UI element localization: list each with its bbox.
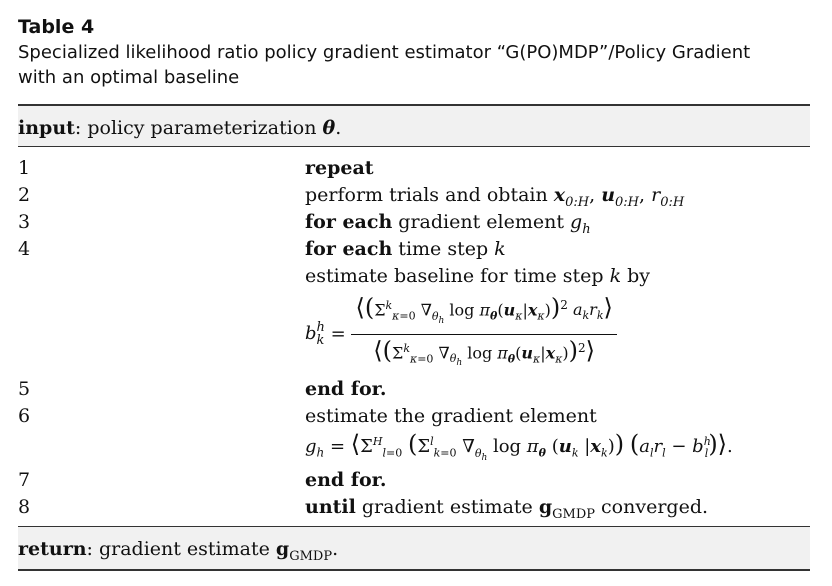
return-rule-top bbox=[18, 526, 810, 527]
input-row: input: policy parameterization θ. bbox=[18, 116, 341, 140]
line-number-3: 3 bbox=[18, 211, 31, 233]
converged-text: converged. bbox=[595, 496, 709, 518]
var-k: k bbox=[494, 238, 506, 260]
baseline-numerator: ⟨(Σkκ=0 ∇θh log πθ(uκ|xκ))2 akrk⟩ bbox=[351, 292, 617, 335]
var-r: r bbox=[651, 184, 661, 206]
line-number-1: 1 bbox=[18, 157, 31, 179]
step-estimate-baseline: estimate baseline for time step k by bbox=[305, 264, 650, 288]
step-end-for-1: end for. bbox=[305, 377, 387, 401]
input-keyword: input bbox=[18, 117, 75, 139]
var-g-sub: h bbox=[582, 222, 591, 237]
return-text: : gradient estimate bbox=[86, 538, 276, 560]
end-for-keyword-1: end for. bbox=[305, 378, 387, 400]
baseline-denominator: ⟨(Σkκ=0 ∇θh log πθ(uκ|xκ))2⟩ bbox=[373, 336, 596, 369]
gmdp-sub: GMDP bbox=[552, 507, 595, 522]
range-x: 0:H bbox=[565, 195, 590, 210]
return-keyword: return bbox=[18, 538, 87, 560]
line-number-7: 7 bbox=[18, 469, 31, 491]
baseline-fraction: ⟨(Σkκ=0 ∇θh log πθ(uκ|xκ))2 akrk⟩ ⟨(Σkκ=… bbox=[351, 292, 617, 376]
step-end-for-2: end for. bbox=[305, 468, 387, 492]
step-estimate-gradient: estimate the gradient element bbox=[305, 404, 597, 428]
return-band bbox=[18, 527, 810, 569]
return-row: return: gradient estimate gGMDP. bbox=[18, 537, 338, 569]
return-sub: GMDP bbox=[289, 549, 333, 564]
lhs-sub: k bbox=[316, 333, 325, 349]
range-u: 0:H bbox=[615, 195, 640, 210]
var-u: u bbox=[601, 184, 616, 206]
step-repeat: repeat bbox=[305, 156, 374, 180]
by-text: by bbox=[621, 265, 651, 287]
estimate-gradient-text: estimate the gradient element bbox=[305, 405, 597, 427]
input-text: : policy parameterization bbox=[74, 117, 323, 139]
time-step-text: time step bbox=[392, 238, 495, 260]
for-each-keyword-2: for each bbox=[305, 238, 393, 260]
baseline-text: estimate baseline for time step bbox=[305, 265, 610, 287]
until-keyword: until bbox=[305, 496, 356, 518]
return-end: . bbox=[332, 538, 339, 560]
table-header: Table 4 Specialized likelihood ratio pol… bbox=[18, 14, 818, 90]
line-number-4: 4 bbox=[18, 238, 31, 260]
gradient-element-text: gradient element bbox=[392, 211, 571, 233]
step-trials: perform trials and obtain x0:H, u0:H, r0… bbox=[305, 184, 685, 210]
caption-line-2: with an optimal baseline bbox=[18, 67, 240, 88]
line-number-6: 6 bbox=[18, 405, 31, 427]
input-end: . bbox=[335, 117, 342, 139]
bottom-rule bbox=[18, 569, 810, 571]
trials-text: perform trials and obtain bbox=[305, 184, 554, 206]
end-for-keyword-2: end for. bbox=[305, 469, 387, 491]
var-x: x bbox=[553, 184, 566, 206]
var-g: g bbox=[570, 211, 583, 233]
caption-line-1: Specialized likelihood ratio policy grad… bbox=[18, 42, 751, 63]
gradient-formula: gh = ⟨ΣHl=0 (Σlk=0 ∇θh log πθ (uk |xk)) … bbox=[305, 430, 733, 463]
step-until: until gradient estimate gGMDP converged. bbox=[305, 495, 708, 527]
for-each-keyword: for each bbox=[305, 211, 393, 233]
input-band bbox=[18, 106, 810, 146]
table-label: Table 4 bbox=[18, 16, 95, 38]
return-g: g bbox=[275, 538, 290, 560]
lhs-sup: h bbox=[316, 320, 325, 336]
line-number-5: 5 bbox=[18, 378, 31, 400]
step-for-each-gradient: for each gradient element gh bbox=[305, 210, 591, 242]
line-number-2: 2 bbox=[18, 184, 31, 206]
top-rule bbox=[18, 104, 810, 106]
var-k-2: k bbox=[609, 265, 622, 287]
repeat-keyword: repeat bbox=[305, 157, 374, 179]
until-text: gradient estimate bbox=[355, 496, 539, 518]
input-rule bbox=[18, 146, 810, 147]
range-r: 0:H bbox=[660, 195, 685, 210]
g-gmdp: g bbox=[538, 496, 553, 518]
theta-symbol: θ bbox=[322, 117, 336, 139]
line-number-8: 8 bbox=[18, 496, 31, 518]
step-for-each-time: for each time step k bbox=[305, 237, 506, 261]
